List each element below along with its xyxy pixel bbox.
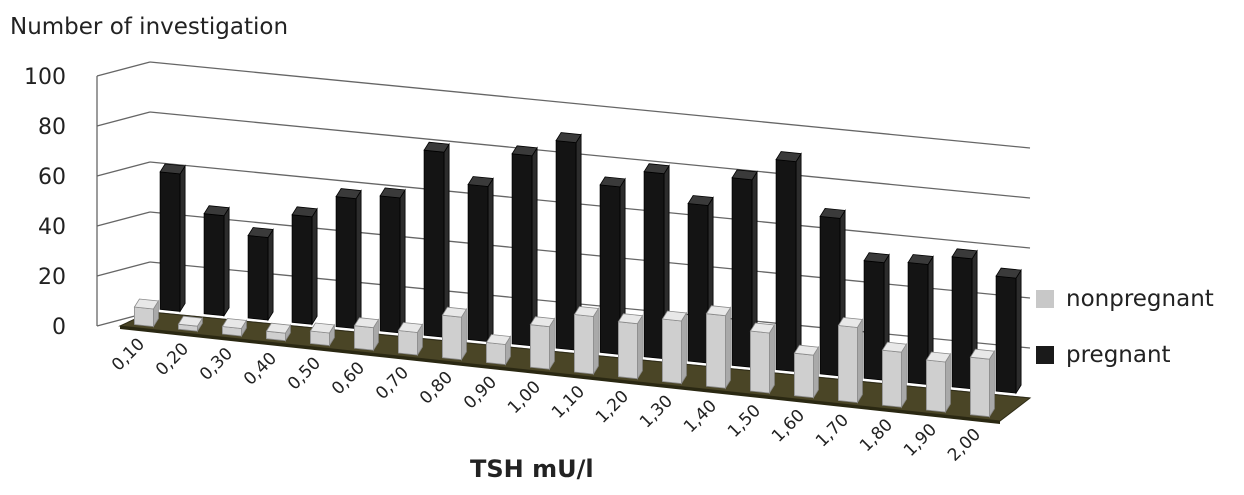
legend-label-pregnant: pregnant — [1066, 342, 1171, 368]
bar-pregnant — [467, 176, 494, 343]
y-axis-title: Number of investigation — [10, 14, 289, 40]
bar-nonpregnant — [265, 322, 292, 343]
x-tick-label: 1,00 — [504, 377, 545, 418]
legend-swatch-nonpregnant — [1036, 290, 1054, 308]
bar-pregnant — [775, 151, 802, 373]
x-tick-label: 0,70 — [372, 363, 413, 404]
x-tick-label: 0,80 — [416, 368, 457, 409]
bar-pregnant — [291, 206, 318, 326]
bar-nonpregnant — [221, 318, 248, 338]
legend-item-pregnant: pregnant — [1036, 338, 1214, 372]
x-tick-label: 1,60 — [768, 406, 809, 447]
legend-label-nonpregnant: nonpregnant — [1066, 286, 1214, 312]
y-tick-label: 80 — [38, 115, 66, 140]
bar-pregnant — [335, 188, 362, 330]
bar-pregnant — [731, 169, 758, 369]
x-tick-label: 0,90 — [460, 372, 501, 413]
gridline — [149, 61, 1031, 149]
x-tick-label: 0,50 — [284, 353, 325, 394]
x-tick-label: 0,60 — [328, 358, 369, 399]
y-tick-label: 20 — [38, 265, 66, 290]
bar-nonpregnant — [793, 344, 820, 400]
bar-nonpregnant — [749, 322, 776, 395]
bar-nonpregnant — [881, 341, 908, 409]
bar-nonpregnant — [397, 322, 424, 357]
bar-nonpregnant — [661, 310, 688, 385]
x-tick-label: 2,00 — [944, 425, 985, 466]
x-tick-label: 0,10 — [108, 334, 149, 375]
gridline-side — [96, 261, 151, 277]
back-wall — [150, 62, 1030, 398]
x-tick-label: 1,10 — [548, 382, 589, 423]
bar-pregnant — [907, 254, 934, 386]
bar-pregnant — [247, 227, 274, 322]
bar-pregnant — [159, 163, 186, 313]
y-tick-label: 40 — [38, 215, 66, 240]
x-tick-label: 1,90 — [900, 420, 941, 461]
y-tick-label: 0 — [52, 315, 66, 340]
bar-nonpregnant — [441, 306, 468, 362]
bar-nonpregnant — [925, 351, 952, 414]
bar-pregnant — [819, 207, 846, 378]
gridline-side — [96, 61, 151, 77]
bar-pregnant — [203, 205, 230, 318]
x-tick-label: 1,70 — [812, 410, 853, 451]
bar-pregnant — [379, 187, 406, 335]
legend-swatch-pregnant — [1036, 346, 1054, 364]
bar-nonpregnant — [529, 316, 556, 371]
bar-nonpregnant — [133, 298, 160, 328]
bar-nonpregnant — [705, 305, 732, 390]
bar-nonpregnant — [573, 306, 600, 376]
bar-nonpregnant — [837, 317, 864, 404]
x-axis-title: TSH mU/l — [470, 455, 594, 483]
legend-item-nonpregnant: nonpregnant — [1036, 282, 1214, 316]
bar-nonpregnant — [617, 313, 644, 381]
gridline-side — [96, 211, 151, 227]
x-tick-label: 1,50 — [724, 401, 765, 442]
bar-pregnant — [423, 141, 450, 339]
gridline — [149, 111, 1031, 199]
legend: nonpregnant pregnant — [1036, 282, 1214, 394]
gridline-side — [96, 111, 151, 127]
x-tick-label: 0,20 — [152, 339, 193, 380]
x-tick-label: 1,40 — [680, 396, 721, 437]
y-tick-label: 100 — [24, 65, 66, 90]
gridline — [149, 161, 1031, 249]
bar-nonpregnant — [969, 348, 996, 419]
bar-pregnant — [511, 145, 538, 348]
bar-nonpregnant — [177, 315, 204, 333]
x-tick-label: 1,30 — [636, 391, 677, 432]
x-tick-label: 0,40 — [240, 349, 281, 390]
x-tick-label: 1,80 — [856, 415, 897, 456]
floor-edge — [120, 326, 1000, 424]
bar-nonpregnant — [353, 317, 380, 352]
gridline-side — [96, 161, 151, 177]
x-tick-label: 1,20 — [592, 387, 633, 428]
bar-nonpregnant — [485, 334, 512, 366]
bar-nonpregnant — [309, 322, 336, 347]
y-tick-label: 60 — [38, 165, 66, 190]
bar-pregnant — [995, 267, 1022, 395]
x-tick-label: 0,30 — [196, 344, 237, 385]
bar-pregnant — [599, 176, 626, 356]
